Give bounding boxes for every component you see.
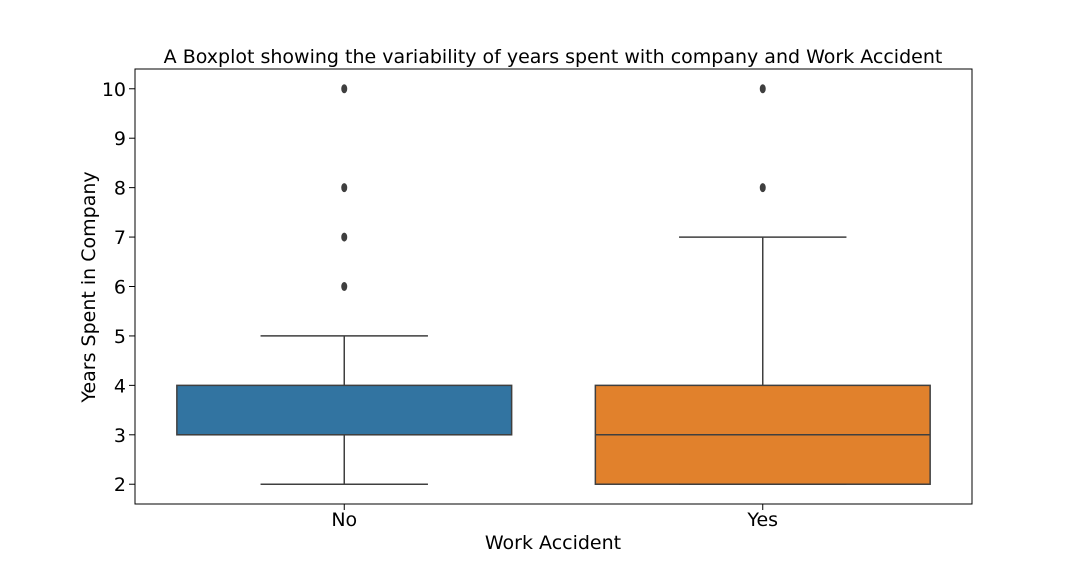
plot-area: 2 3 4 5 6 7 8 9 10 No Yes — [102, 68, 973, 531]
y-tick-label: 2 — [114, 474, 126, 496]
outlier-point-no — [341, 282, 348, 291]
y-tick-label: 3 — [114, 425, 126, 447]
outlier-point-no — [341, 232, 348, 242]
outlier-point-no — [341, 183, 348, 193]
outlier-point-yes — [759, 84, 766, 94]
y-tick-label: 8 — [114, 178, 126, 200]
x-axis-label: Work Accident — [485, 532, 621, 554]
y-tick-label: 9 — [114, 128, 126, 150]
outlier-point-yes — [759, 183, 766, 193]
y-tick-label: 10 — [102, 79, 126, 101]
y-tick-label: 7 — [114, 227, 126, 249]
outlier-point-no — [341, 84, 348, 94]
y-tick-label: 6 — [114, 277, 126, 299]
x-tick-label: Yes — [746, 509, 778, 531]
chart-title: A Boxplot showing the variability of yea… — [164, 46, 943, 68]
y-axis-label: Years Spent in Company — [78, 171, 100, 403]
y-tick-label: 4 — [114, 375, 126, 397]
box-no — [176, 384, 513, 436]
x-tick-label: No — [331, 509, 357, 531]
y-tick-label: 5 — [114, 326, 126, 348]
